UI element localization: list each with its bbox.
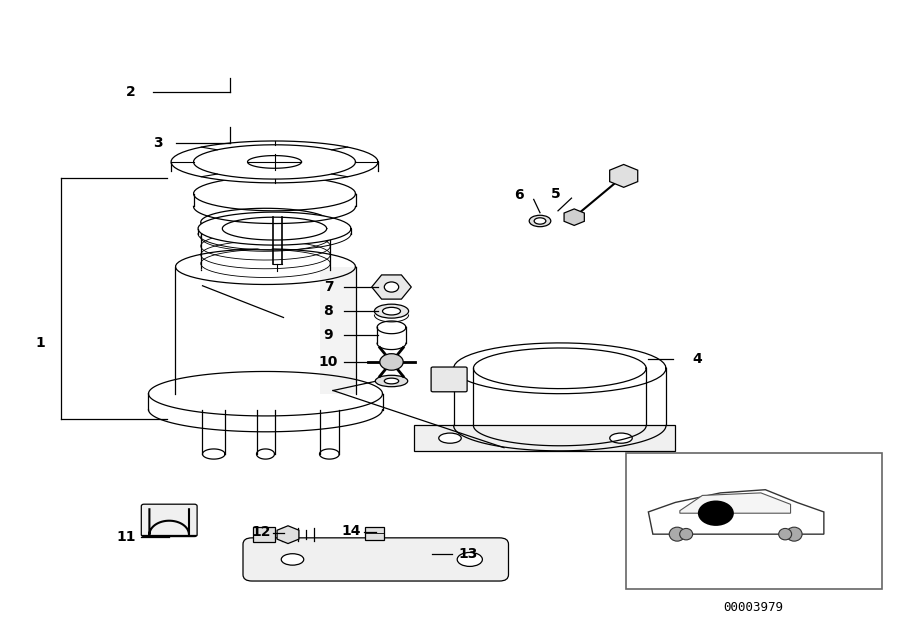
Text: 6: 6 bbox=[515, 188, 524, 202]
Bar bbox=[253, 527, 274, 542]
Bar bbox=[377, 328, 406, 343]
Circle shape bbox=[380, 354, 403, 370]
Ellipse shape bbox=[610, 433, 632, 443]
Polygon shape bbox=[680, 493, 790, 513]
Polygon shape bbox=[176, 249, 356, 394]
FancyBboxPatch shape bbox=[141, 504, 197, 537]
Text: 4: 4 bbox=[693, 352, 702, 366]
Polygon shape bbox=[201, 208, 330, 270]
Text: 2: 2 bbox=[126, 85, 135, 99]
Text: 8: 8 bbox=[324, 304, 333, 318]
Bar bbox=[364, 527, 384, 540]
Polygon shape bbox=[414, 425, 675, 451]
FancyBboxPatch shape bbox=[243, 538, 508, 581]
Ellipse shape bbox=[375, 375, 408, 387]
Text: 9: 9 bbox=[324, 328, 333, 342]
Text: 5: 5 bbox=[552, 187, 561, 201]
Text: 10: 10 bbox=[319, 355, 338, 369]
Ellipse shape bbox=[374, 304, 409, 318]
Ellipse shape bbox=[439, 433, 461, 443]
Text: 14: 14 bbox=[341, 525, 361, 538]
Text: 11: 11 bbox=[116, 530, 136, 544]
Ellipse shape bbox=[281, 554, 304, 565]
FancyBboxPatch shape bbox=[431, 367, 467, 392]
Circle shape bbox=[698, 500, 733, 526]
Ellipse shape bbox=[382, 307, 400, 315]
Ellipse shape bbox=[454, 343, 666, 394]
Text: 1: 1 bbox=[36, 336, 45, 350]
Ellipse shape bbox=[535, 218, 545, 224]
Text: 00003979: 00003979 bbox=[724, 601, 784, 613]
Ellipse shape bbox=[198, 212, 351, 245]
Ellipse shape bbox=[384, 378, 399, 384]
Ellipse shape bbox=[457, 552, 482, 566]
Ellipse shape bbox=[171, 141, 378, 183]
Ellipse shape bbox=[529, 215, 551, 227]
Text: 7: 7 bbox=[324, 280, 333, 294]
Polygon shape bbox=[648, 490, 824, 534]
Bar bbox=[626, 453, 882, 589]
Text: 3: 3 bbox=[153, 136, 162, 150]
Ellipse shape bbox=[778, 528, 792, 540]
Circle shape bbox=[384, 282, 399, 292]
Text: 12: 12 bbox=[251, 525, 271, 539]
Polygon shape bbox=[320, 267, 356, 394]
Ellipse shape bbox=[680, 528, 693, 540]
Ellipse shape bbox=[787, 527, 802, 541]
Text: 13: 13 bbox=[458, 547, 478, 561]
Ellipse shape bbox=[670, 527, 685, 541]
